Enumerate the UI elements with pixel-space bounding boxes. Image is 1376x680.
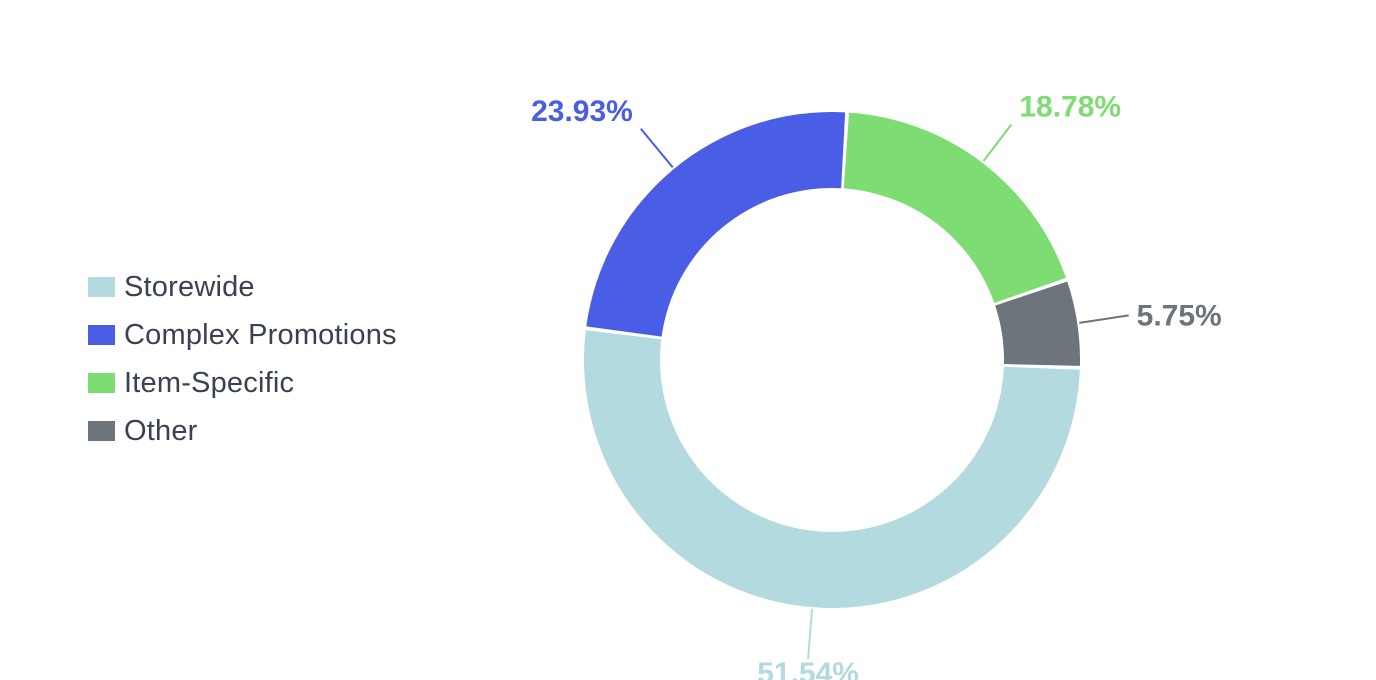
donut-slice-other[interactable]	[995, 281, 1080, 366]
donut-slice-storewide[interactable]	[584, 330, 1080, 608]
leader-line-complex-promotions	[640, 128, 674, 168]
donut-slice-item-specific[interactable]	[843, 112, 1066, 304]
chart-legend: Storewide Complex Promotions Item-Specif…	[88, 270, 397, 448]
data-label-complex-promotions: 23.93%	[531, 95, 633, 128]
leader-line-other	[1079, 314, 1129, 324]
legend-label-storewide: Storewide	[124, 270, 255, 303]
legend-item-storewide[interactable]: Storewide	[88, 270, 397, 304]
legend-swatch-item-specific	[88, 373, 115, 393]
legend-swatch-complex-promotions	[88, 325, 115, 345]
legend-label-complex-promotions: Complex Promotions	[124, 318, 397, 351]
legend-label-item-specific: Item-Specific	[124, 366, 295, 399]
data-label-item-specific: 18.78%	[1019, 91, 1121, 124]
legend-item-item-specific[interactable]: Item-Specific	[88, 366, 397, 400]
leader-line-item-specific	[982, 123, 1013, 162]
legend-swatch-storewide	[88, 277, 115, 297]
donut-slice-complex-promotions[interactable]	[586, 112, 846, 337]
legend-label-other: Other	[124, 414, 198, 447]
legend-item-other[interactable]: Other	[88, 414, 397, 448]
legend-swatch-other	[88, 421, 115, 441]
data-label-other: 5.75%	[1137, 299, 1222, 332]
legend-item-complex-promotions[interactable]: Complex Promotions	[88, 318, 397, 352]
data-label-storewide: 51.54%	[757, 657, 859, 680]
leader-line-storewide	[807, 609, 814, 660]
